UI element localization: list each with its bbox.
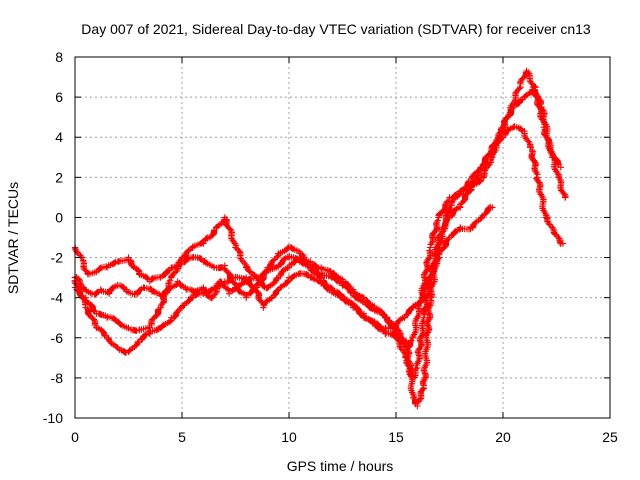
y-tick-label: -4 [51, 290, 64, 306]
point-markers [71, 83, 569, 410]
y-tick-label: 2 [55, 169, 63, 185]
x-tick-label: 0 [71, 429, 79, 445]
x-tick-label: 15 [388, 429, 404, 445]
x-tick-label: 20 [495, 429, 511, 445]
x-tick-label: 5 [178, 429, 186, 445]
y-tick-label: -2 [51, 250, 64, 266]
y-tick-label: 4 [55, 129, 63, 145]
y-tick-label: 6 [55, 89, 63, 105]
x-tick-label: 25 [602, 429, 618, 445]
y-axis-title: SDTVAR / TECUs [5, 182, 21, 294]
grid [75, 57, 610, 418]
chart-title: Day 007 of 2021, Sidereal Day-to-day VTE… [81, 21, 591, 37]
y-tick-label: -10 [43, 410, 63, 426]
y-tick-label: 8 [55, 49, 63, 65]
x-tick-label: 10 [281, 429, 297, 445]
axis-ticks: 0 5 10 15 20 25 -10 -8 -6 -4 -2 0 2 4 6 8 [43, 49, 618, 445]
y-tick-label: 0 [55, 209, 63, 225]
data-points [71, 67, 569, 410]
plot-frame [74, 56, 611, 419]
y-tick-label: -6 [51, 330, 64, 346]
series-track-2 [71, 83, 569, 410]
y-tick-label: -8 [51, 370, 64, 386]
x-axis-title: GPS time / hours [287, 458, 394, 474]
